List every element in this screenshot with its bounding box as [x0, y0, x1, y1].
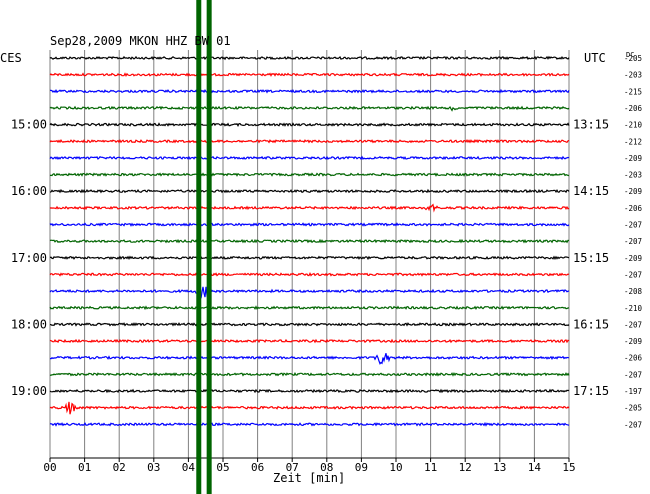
- trace-line: [49, 222, 570, 227]
- trace-line: [49, 338, 570, 344]
- dc-value: -207: [624, 237, 642, 246]
- trace-line: [49, 139, 570, 144]
- dc-offset-labels: -205 -203 -215 -206 -210 -212 -209 -203 -209 -206…: [624, 54, 643, 429]
- x-tick-label: 11: [424, 461, 437, 474]
- trace-line: [49, 401, 570, 415]
- trace-line: [49, 155, 570, 161]
- trace-line: [49, 72, 570, 78]
- utc-label: 15:15: [573, 251, 609, 265]
- x-tick-label: 13: [493, 461, 506, 474]
- utc-label: 14:15: [573, 184, 609, 198]
- dc-value: -207: [624, 320, 642, 329]
- utc-label: 17:15: [573, 384, 609, 398]
- x-tick-label: 00: [43, 461, 56, 474]
- dc-value: -205: [624, 404, 642, 413]
- traces: [49, 55, 570, 427]
- dc-value: -206: [624, 204, 643, 213]
- dc-value: -208: [624, 287, 643, 296]
- dc-value: -197: [624, 387, 642, 396]
- x-tick-label: 01: [78, 461, 91, 474]
- hour-label: 15:00: [11, 118, 47, 132]
- x-tick-label: 04: [182, 461, 196, 474]
- x-tick-label: 14: [528, 461, 542, 474]
- chart-title: Sep28,2009 MKON HHZ BW 01: [50, 34, 231, 48]
- dc-value: -215: [624, 87, 642, 96]
- trace-line: [49, 272, 570, 277]
- x-tick-label: 07: [286, 461, 299, 474]
- dc-value: -209: [624, 187, 642, 196]
- vertical-marker: [196, 0, 202, 494]
- trace-line: [49, 238, 570, 244]
- trace-line: [49, 421, 570, 427]
- trace-line: [49, 203, 570, 213]
- trace-line: [49, 305, 570, 311]
- x-tick-label: 05: [216, 461, 229, 474]
- dc-value: -207: [624, 221, 642, 230]
- x-tick-label: 12: [459, 461, 472, 474]
- dc-value: -207: [624, 420, 642, 429]
- dc-value: -203: [624, 71, 642, 80]
- dc-value: -210: [624, 121, 643, 130]
- trace-line: [49, 188, 570, 194]
- trace-line: [49, 55, 570, 61]
- dc-value: -207: [624, 270, 642, 279]
- x-tick-label: 03: [147, 461, 160, 474]
- trace-line: [49, 255, 570, 261]
- vertical-markers: [196, 0, 212, 494]
- x-tick-label: 15: [562, 461, 575, 474]
- dc-value: -212: [624, 137, 642, 146]
- utc-label: 16:15: [573, 317, 609, 331]
- trace-line: [49, 172, 570, 177]
- dc-value: -203: [624, 171, 642, 180]
- dc-header-label: DC: [626, 51, 634, 59]
- x-axis-label: Zeit [min]: [273, 471, 345, 485]
- hour-label: 18:00: [11, 317, 47, 331]
- hour-label: 17:00: [11, 251, 47, 265]
- trace-line: [49, 122, 570, 128]
- left-hour-labels: 15:00 16:00 17:00 18:00 19:00: [11, 118, 47, 398]
- trace-line: [49, 353, 569, 365]
- hour-label: 19:00: [11, 384, 47, 398]
- trace-line: [49, 322, 570, 327]
- trace-line: [49, 286, 570, 299]
- trace-line: [49, 371, 570, 377]
- left-timezone-label: CES: [0, 51, 22, 65]
- dc-value: -209: [624, 154, 642, 163]
- vertical-marker: [206, 0, 212, 494]
- x-tick-label: 08: [320, 461, 333, 474]
- trace-line: [49, 105, 570, 112]
- trace-line: [49, 388, 570, 394]
- dc-value: -206: [624, 354, 643, 363]
- x-tick-label: 02: [113, 461, 126, 474]
- right-timezone-label: UTC: [584, 51, 606, 65]
- trace-line: [50, 88, 570, 94]
- dc-value: -205: [624, 54, 642, 63]
- hour-label: 16:00: [11, 184, 47, 198]
- x-tick-label: 10: [389, 461, 402, 474]
- x-tick-label: 09: [355, 461, 368, 474]
- dc-value: -209: [624, 254, 642, 263]
- utc-label: 13:15: [573, 118, 609, 132]
- x-tick-label: 06: [251, 461, 264, 474]
- dc-value: -210: [624, 304, 643, 313]
- x-tick-labels: 00 01 02 03 04 05 06 07 08 09 10 11 12 13 14 15: [43, 461, 575, 474]
- right-utc-labels: 13:15 14:15 15:15 16:15 17:15: [573, 118, 609, 398]
- dc-value: -207: [624, 370, 642, 379]
- dc-value: -206: [624, 104, 643, 113]
- dc-value: -209: [624, 337, 642, 346]
